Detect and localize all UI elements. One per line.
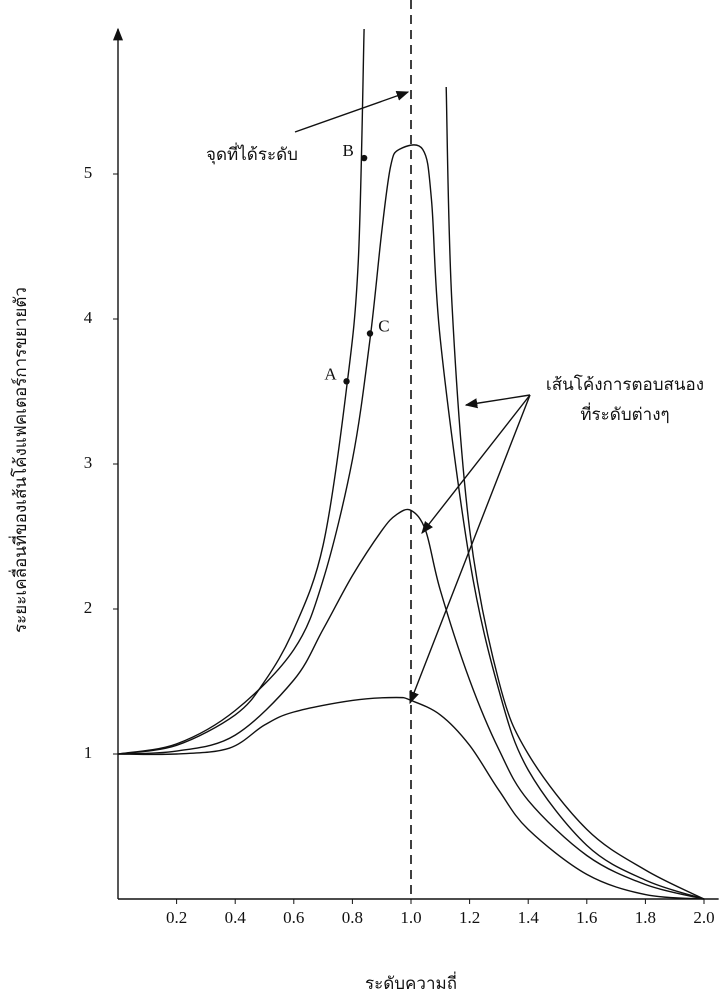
annotation: จุดที่ได้ระดับ xyxy=(206,142,298,165)
y-tick-label: 2 xyxy=(84,598,93,617)
x-tick-label: 1.4 xyxy=(518,908,540,927)
point xyxy=(367,330,373,336)
annotation-arrow xyxy=(466,395,530,405)
x-tick-label: 0.6 xyxy=(283,908,304,927)
x-tick-label: 1.2 xyxy=(459,908,480,927)
x-tick-label: 1.6 xyxy=(576,908,597,927)
x-tick-label: 0.8 xyxy=(342,908,363,927)
chart: ระยะเคลื่อนที่ของเส้นโค้งแฟคเตอร์การขยาย… xyxy=(0,0,725,1008)
y-tick-label: 4 xyxy=(84,308,93,327)
x-tick-label: 0.2 xyxy=(166,908,187,927)
y-tick-label: 3 xyxy=(84,453,93,472)
annotation: ที่ระดับต่างๆ xyxy=(580,402,669,424)
x-axis-label: ระดับความถี่ xyxy=(365,971,457,993)
x-tick-label: 0.4 xyxy=(225,908,247,927)
annotation: เส้นโค้งการตอบสนอง xyxy=(546,374,704,394)
y-axis-label: ระยะเคลื่อนที่ของเส้นโค้งแฟคเตอร์การขยาย… xyxy=(8,287,30,633)
y-tick-label: 5 xyxy=(84,163,93,182)
annotation-arrow xyxy=(422,395,530,533)
point-label: C xyxy=(378,316,389,335)
annotation-arrow xyxy=(295,92,408,132)
x-tick-label: 1.8 xyxy=(635,908,656,927)
point xyxy=(361,155,367,161)
point xyxy=(343,378,349,384)
x-tick-label: 1.0 xyxy=(400,908,421,927)
y-tick-label: 1 xyxy=(84,743,93,762)
annotation-arrow xyxy=(410,395,530,703)
point-label: B xyxy=(342,141,353,160)
x-tick-label: 2.0 xyxy=(693,908,714,927)
point-label: A xyxy=(324,364,337,383)
